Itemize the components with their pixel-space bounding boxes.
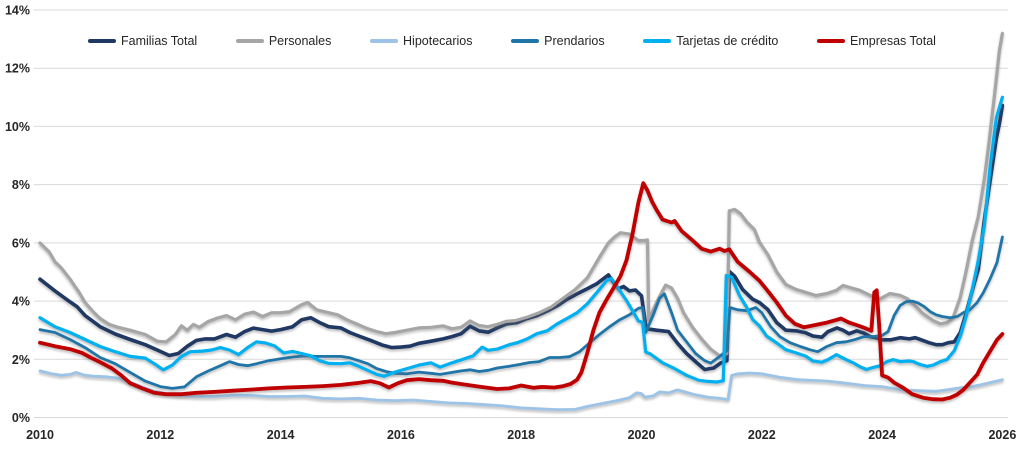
legend-item-tarjetas-de-credito: Tarjetas de crédito — [643, 34, 778, 48]
y-axis-tick-label: 2% — [12, 353, 30, 367]
legend-label-familias-total: Familias Total — [121, 34, 198, 48]
y-axis-tick-label: 8% — [12, 178, 30, 192]
series-line-prendarios — [38, 235, 1004, 390]
y-axis-tick-label: 10% — [5, 120, 30, 134]
legend-marker-tarjetas-de-credito-icon — [643, 39, 672, 43]
x-axis-tick-label: 2026 — [988, 428, 1016, 442]
legend-label-prendarios: Prendarios — [544, 34, 605, 48]
x-axis-tick-label: 2024 — [868, 428, 896, 442]
legend-item-empresas-total: Empresas Total — [817, 34, 936, 48]
legend-label-hipotecarios: Hipotecarios — [403, 34, 473, 48]
y-axis-tick-label: 12% — [5, 62, 30, 76]
legend-item-prendarios: Prendarios — [511, 34, 605, 48]
y-axis-tick-label: 6% — [12, 236, 30, 250]
series-line-hipotecarios — [38, 369, 1004, 412]
legend-label-personales: Personales — [268, 34, 332, 48]
series-line-tarjetas-de-credito — [38, 95, 1005, 384]
series-line-empresas-total — [38, 181, 1005, 402]
legend-label-tarjetas-de-credito: Tarjetas de crédito — [676, 34, 779, 48]
legend-label-empresas-total: Empresas Total — [850, 34, 936, 48]
legend-marker-empresas-total-icon — [817, 39, 846, 43]
legend-item-familias-total: Familias Total — [88, 34, 197, 48]
x-axis-tick-label: 2012 — [146, 428, 174, 442]
y-axis-tick-label: 0% — [12, 411, 30, 425]
x-axis-tick-label: 2020 — [628, 428, 656, 442]
legend-marker-familias-total-icon — [88, 39, 116, 43]
series-line-personales — [38, 31, 1005, 358]
legend-marker-prendarios-icon — [511, 39, 540, 43]
chart-legend: Familias Total Personales Hipotecarios Pren… — [88, 32, 936, 50]
legend-marker-personales-icon — [235, 39, 264, 43]
y-axis-tick-label: 4% — [12, 295, 30, 309]
legend-item-personales: Personales — [235, 34, 332, 48]
legend-marker-hipotecarios-icon — [370, 39, 399, 43]
x-axis-tick-label: 2010 — [26, 428, 54, 442]
x-axis-tick-label: 2018 — [507, 428, 535, 442]
x-axis-tick-label: 2014 — [267, 428, 295, 442]
y-axis-tick-label: 14% — [5, 4, 30, 18]
x-axis-tick-label: 2022 — [748, 428, 776, 442]
legend-item-hipotecarios: Hipotecarios — [370, 34, 473, 48]
x-axis-tick-label: 2016 — [387, 428, 415, 442]
